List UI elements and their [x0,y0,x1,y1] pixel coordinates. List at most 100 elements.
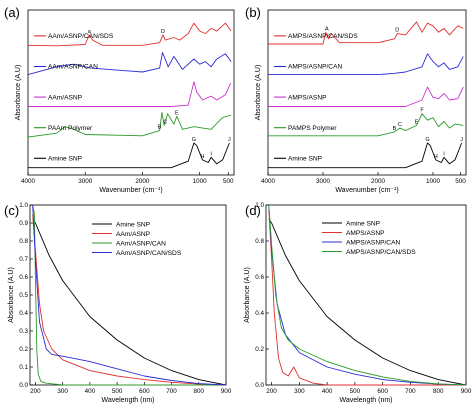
plot-frame [27,9,235,176]
plot-frame [267,9,467,176]
panel-letter: (d) [245,203,261,218]
x-axis-label: Wavelength (nm) [101,397,154,404]
peak-label: I [443,151,445,157]
peak-label: a [88,29,92,35]
panel-2: (c) 200 300 400 500 600 700 800 900 Wavelength (n… [4,202,232,404]
peak-label: D [161,29,165,35]
peak-label: H [201,154,205,160]
peak-label: C [163,119,167,125]
series-line-0 [27,22,232,47]
x-tick-label: 1000 [426,178,441,185]
peak-label: A [325,26,329,32]
peak-label: H [434,154,438,160]
x-tick-label: 500 [350,388,361,395]
series-line-4 [28,142,230,169]
legend-entry: AAm/ASNP [116,231,151,238]
series-line-0 [32,219,227,386]
x-tick-label: 400 [85,388,96,395]
panel-0: (a) 4000 3000 2000 1000 500 Wavenumber (cm⁻¹) A… [4,5,235,194]
x-tick-label: 600 [377,388,388,395]
panel-1: (b) 4000 3000 2000 1000 500 Wavenumber (cm⁻¹) A… [245,5,467,194]
x-tick-label: 3000 [78,178,93,185]
x-tick-label: 500 [223,178,234,185]
legend-entry: AMPS/ASNP/CAN [346,239,400,246]
panel-letter: (c) [4,203,19,218]
series-line-3 [32,204,227,386]
x-tick-label: 2000 [371,178,386,185]
legend-entry: AAm/ASNP/CAN/SDS [48,33,114,40]
y-tick-label: 0.0 [19,382,28,389]
panel-letter: (a) [4,5,20,20]
x-tick-label: 800 [433,388,444,395]
legend-entry: AMPS/ASNP/CAN/SDS [288,33,358,40]
y-tick-label: 0.4 [255,310,264,317]
series-line-1 [32,213,227,386]
legend-entry: Amine SNP [116,221,151,228]
peak-label: J [460,137,463,143]
peak-label: E [175,110,179,116]
y-tick-label: 0.2 [255,346,264,353]
x-tick-label: 1000 [193,178,208,185]
y-tick-label: 0.2 [19,346,28,353]
peak-label: G [425,137,429,143]
x-tick-label: 200 [30,388,41,395]
peak-label: B [158,125,162,131]
legend-entry: Amine SNP [288,155,323,162]
legend-entry: AAm/ASNP/CAN [116,240,166,247]
y-tick-label: 0.1 [19,364,28,371]
y-axis-label: Absorbance (A.U) [244,267,251,323]
x-tick-label: 700 [166,388,177,395]
legend-entry: AAm/ASNP/CAN/SDS [116,250,182,257]
x-tick-label: 900 [461,388,472,395]
x-axis-label: Wavenumber (cm⁻¹) [335,187,398,194]
y-tick-label: 0.8 [19,238,28,245]
legend-entry: AAm/ASNP [48,94,83,101]
y-tick-label: 0.6 [255,274,264,281]
x-tick-label: 3000 [316,178,331,185]
peak-label: F [420,108,424,114]
series-line-1 [27,52,232,76]
x-tick-label: 500 [112,388,123,395]
peak-label: E [415,119,419,125]
peak-label: I [210,151,212,157]
x-axis-label: Wavenumber (cm⁻¹) [99,187,162,194]
legend-entry: AAm/ASNP/CAN [48,64,98,71]
x-tick-label: 600 [139,388,150,395]
y-tick-label: 0.6 [19,274,28,281]
panel-3: (d) 200 300 400 500 600 700 800 900 Wavelength (n… [244,202,472,404]
legend-entry: AMPS/ASNP [346,230,385,237]
y-tick-label: 0.9 [19,220,28,227]
series-line-2 [28,81,232,107]
legend-entry: Amine SNP [48,155,83,162]
y-axis-label: Absorbance (A.U) [15,65,22,121]
series-line-4 [268,142,463,169]
peak-label: G [192,137,196,143]
y-tick-label: 0.3 [19,328,28,335]
panel-letter: (b) [245,5,261,20]
series-line-0 [268,219,467,386]
series-line-3 [268,113,464,137]
x-tick-label: 800 [194,388,205,395]
series-line-3 [268,204,467,386]
x-tick-label: 900 [221,388,232,395]
x-tick-label: 4000 [261,178,276,185]
x-tick-label: 2000 [135,178,150,185]
x-tick-label: 400 [322,388,333,395]
x-tick-label: 300 [57,388,68,395]
series-line-1 [268,208,466,386]
y-axis-label: Absorbance (A.U) [255,65,262,121]
legend-entry: Amine SNP [346,220,381,227]
legend-entry: AMPS/ASNP/CAN [288,64,342,71]
y-tick-label: 0.5 [19,292,28,299]
y-tick-label: 1.0 [255,202,264,209]
y-tick-label: 0.4 [19,310,28,317]
legend-entry: AMPS/ASNP/CAN/SDS [346,249,416,256]
x-tick-label: 300 [294,388,305,395]
legend-entry: PAMPS Polymer [288,125,337,132]
series-line-2 [268,86,464,107]
x-tick-label: 200 [266,388,277,395]
peak-label: J [228,137,231,143]
series-line-3 [27,111,232,138]
